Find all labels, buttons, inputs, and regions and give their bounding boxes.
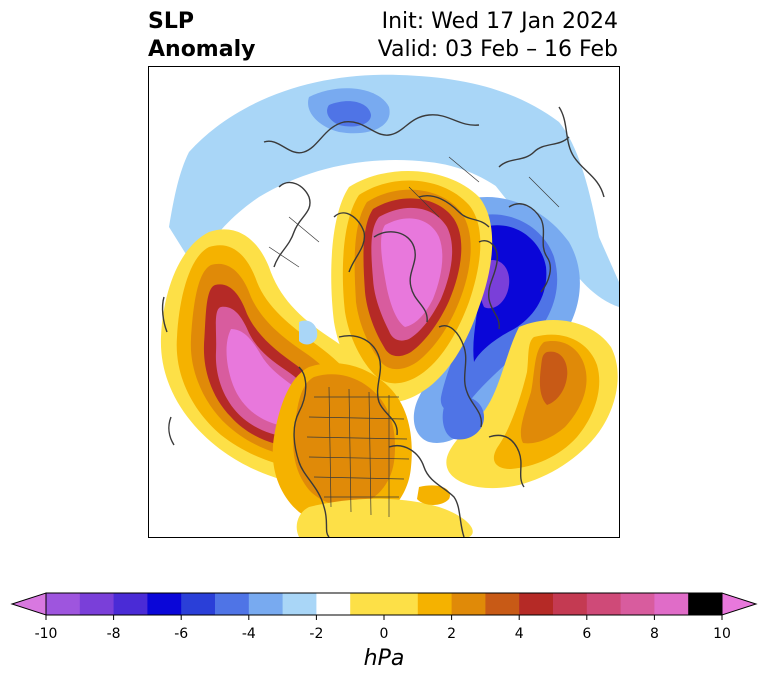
colorbar-ticks: -10 -8 -6 -4 -2 0 2 4 6 8 10 bbox=[35, 615, 731, 642]
colorbar-segment bbox=[586, 593, 622, 615]
title-line-slp: SLP bbox=[148, 9, 194, 34]
colorbar-segment bbox=[553, 593, 588, 615]
colorbar: -10 -8 -6 -4 -2 0 2 4 6 8 10 bbox=[10, 592, 758, 642]
map-canvas bbox=[160, 74, 619, 537]
colorbar-segment bbox=[451, 593, 486, 615]
negative-anomaly-north-atlantic bbox=[169, 74, 619, 307]
colorbar-extend-max bbox=[721, 592, 758, 616]
colorbar-segment bbox=[519, 593, 554, 615]
state-border-layer bbox=[268, 156, 560, 517]
anomaly-fill-layer bbox=[160, 74, 619, 537]
valid-period-text: Valid: 03 Feb – 16 Feb bbox=[377, 37, 618, 62]
colorbar-segment bbox=[316, 593, 351, 615]
colorbar-segment bbox=[181, 593, 216, 615]
negative-anomaly-pacific-core bbox=[473, 225, 547, 362]
colorbar-tick-label: 10 bbox=[713, 626, 731, 642]
colorbar-extend-min bbox=[10, 592, 47, 616]
colorbar-segment bbox=[215, 593, 250, 615]
coastline-layer bbox=[161, 106, 605, 537]
colorbar-segment bbox=[688, 593, 723, 615]
colorbar-boxes bbox=[10, 592, 758, 616]
negative-anomaly-greenland bbox=[442, 395, 484, 440]
colorbar-tick-label: 8 bbox=[650, 626, 659, 642]
colorbar-segment bbox=[282, 593, 317, 615]
positive-anomaly-atlantic-core bbox=[539, 351, 568, 405]
colorbar-tick-label: 0 bbox=[380, 626, 389, 642]
negative-anomaly-siberia bbox=[299, 320, 318, 345]
forecast-info: Init: Wed 17 Jan 2024 Valid: 03 Feb – 16… bbox=[378, 8, 618, 64]
colorbar-tick-label: -10 bbox=[35, 626, 58, 642]
colorbar-segment bbox=[46, 593, 81, 615]
colorbar-segment bbox=[113, 593, 148, 615]
colorbar-tick-label: -2 bbox=[309, 626, 323, 642]
colorbar-tick-label: 6 bbox=[582, 626, 591, 642]
colorbar-segment bbox=[485, 593, 520, 615]
negative-anomaly-europe-core bbox=[327, 101, 371, 127]
map-title: SLP Anomaly bbox=[148, 8, 255, 64]
colorbar-segment bbox=[417, 593, 453, 615]
init-date-text: Init: Wed 17 Jan 2024 bbox=[381, 9, 618, 34]
colorbar-tick-label: -8 bbox=[107, 626, 121, 642]
colorbar-segment bbox=[79, 593, 115, 615]
colorbar-tick-label: -6 bbox=[174, 626, 188, 642]
anomaly-map bbox=[148, 66, 620, 538]
colorbar-segment bbox=[620, 593, 655, 615]
positive-anomaly-us-south bbox=[296, 498, 473, 537]
colorbar-unit-label: hPa bbox=[363, 646, 405, 671]
colorbar-segment bbox=[147, 593, 182, 615]
colorbar-tick-label: 4 bbox=[515, 626, 524, 642]
colorbar-tick-label: 2 bbox=[447, 626, 456, 642]
title-line-anomaly: Anomaly bbox=[148, 37, 256, 62]
colorbar-segment bbox=[654, 593, 689, 615]
colorbar-segment bbox=[248, 593, 284, 615]
colorbar-segment bbox=[350, 593, 419, 615]
positive-anomaly-gulf bbox=[417, 485, 450, 505]
colorbar-tick-label: -4 bbox=[242, 626, 256, 642]
